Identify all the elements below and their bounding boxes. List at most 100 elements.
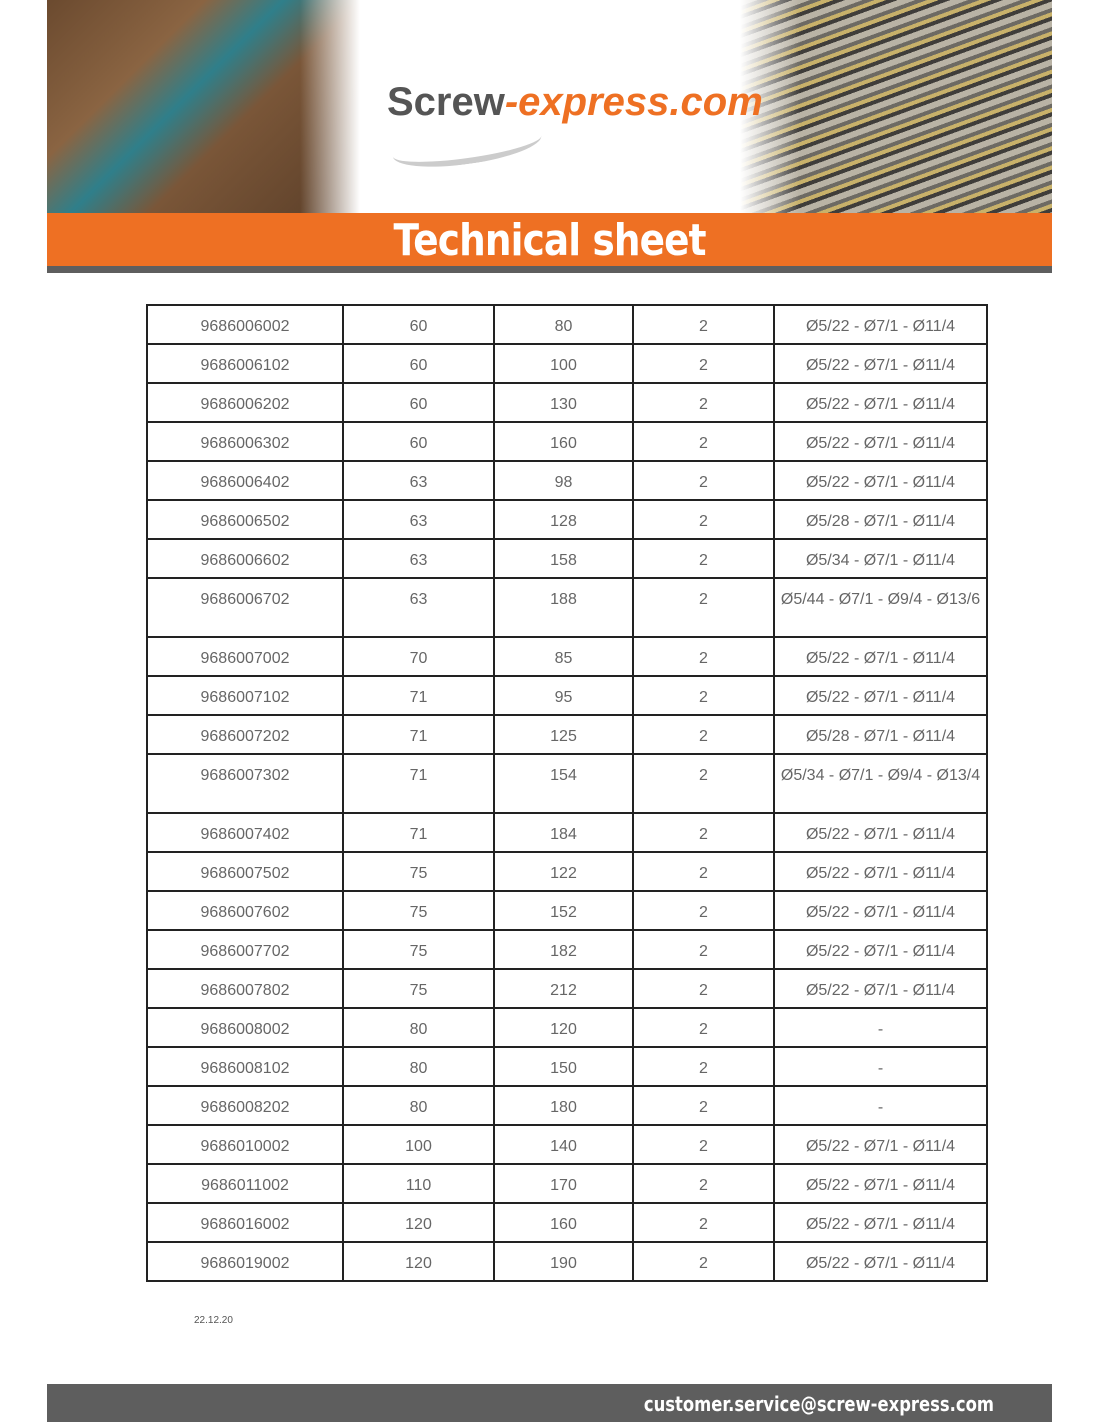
table-cell: 9686007702 (146, 929, 344, 970)
table-cell: Ø5/28 - Ø7/1 - Ø11/4 (773, 499, 988, 540)
table-cell: 2 (632, 1124, 775, 1165)
table-cell: 85 (493, 636, 634, 677)
table-cell: 120 (342, 1202, 495, 1243)
table-cell: 60 (342, 382, 495, 423)
table-cell: 9686006402 (146, 460, 344, 501)
table-cell: 2 (632, 636, 775, 677)
table-cell: 9686010002 (146, 1124, 344, 1165)
table-cell: 75 (342, 929, 495, 970)
table-cell: 9686007202 (146, 714, 344, 755)
table-row: 9686010002 100 140 2 Ø5/22 - Ø7/1 - Ø11/4 (146, 1124, 988, 1165)
table-cell: Ø5/34 - Ø7/1 - Ø11/4 (773, 538, 988, 579)
table-row: 9686006502 63 128 2 Ø5/28 - Ø7/1 - Ø11/4 (146, 499, 988, 540)
table-cell: 71 (342, 675, 495, 716)
table-cell: 80 (342, 1046, 495, 1087)
table-row: 9686007202 71 125 2 Ø5/28 - Ø7/1 - Ø11/4 (146, 714, 988, 755)
table-row: 9686007802 75 212 2 Ø5/22 - Ø7/1 - Ø11/4 (146, 968, 988, 1009)
table-cell: Ø5/22 - Ø7/1 - Ø11/4 (773, 890, 988, 931)
table-cell: 9686007602 (146, 890, 344, 931)
table-row: 9686016002 120 160 2 Ø5/22 - Ø7/1 - Ø11/4 (146, 1202, 988, 1243)
product-table: 9686006002 60 80 2 Ø5/22 - Ø7/1 - Ø11/4 96860… (146, 304, 988, 1282)
table-cell: 110 (342, 1163, 495, 1204)
table-cell: 9686011002 (146, 1163, 344, 1204)
table-row: 9686007502 75 122 2 Ø5/22 - Ø7/1 - Ø11/4 (146, 851, 988, 892)
table-cell: 63 (342, 499, 495, 540)
table-cell: 152 (493, 890, 634, 931)
table-cell: 125 (493, 714, 634, 755)
table-row: 9686007702 75 182 2 Ø5/22 - Ø7/1 - Ø11/4 (146, 929, 988, 970)
table-cell: 9686006502 (146, 499, 344, 540)
table-cell: 70 (342, 636, 495, 677)
divider (47, 266, 1052, 273)
table-cell: 2 (632, 343, 775, 384)
table-cell: 60 (342, 304, 495, 345)
table-row: 9686008102 80 150 2- (146, 1046, 988, 1087)
table-row: 9686006102 60 100 2 Ø5/22 - Ø7/1 - Ø11/4 (146, 343, 988, 384)
table-cell: 2 (632, 968, 775, 1009)
table-row: 9686006602 63 158 2 Ø5/34 - Ø7/1 - Ø11/4 (146, 538, 988, 579)
table-cell: 120 (342, 1241, 495, 1282)
table-cell: 9686007402 (146, 812, 344, 853)
table-row: 9686007602 75 152 2 Ø5/22 - Ø7/1 - Ø11/4 (146, 890, 988, 931)
table-cell: 9686008202 (146, 1085, 344, 1126)
table-row: 9686008202 80 180 2- (146, 1085, 988, 1126)
table-cell: 2 (632, 851, 775, 892)
table-cell: 184 (493, 812, 634, 853)
table-cell: 2 (632, 1241, 775, 1282)
table-cell: 180 (493, 1085, 634, 1126)
table-cell: 2 (632, 421, 775, 462)
table-cell: 63 (342, 538, 495, 579)
table-row: 9686011002 110 170 2 Ø5/22 - Ø7/1 - Ø11/4 (146, 1163, 988, 1204)
table-cell: Ø5/22 - Ø7/1 - Ø11/4 (773, 929, 988, 970)
table-cell: 2 (632, 1007, 775, 1048)
table-cell: 212 (493, 968, 634, 1009)
table-row: 9686007302 71 154 2 Ø5/34 - Ø7/1 - Ø9/4 - Ø1… (146, 753, 988, 814)
table-cell: Ø5/22 - Ø7/1 - Ø11/4 (773, 421, 988, 462)
table-cell: 158 (493, 538, 634, 579)
table-row: 9686008002 80 120 2- (146, 1007, 988, 1048)
table-cell: - (773, 1085, 988, 1126)
logo-swoosh (390, 117, 544, 175)
table-cell: 2 (632, 890, 775, 931)
table-cell: 2 (632, 812, 775, 853)
date-stamp: 22.12.20 (194, 1315, 233, 1326)
table-cell: 9686006602 (146, 538, 344, 579)
table-cell: 182 (493, 929, 634, 970)
table-cell: 71 (342, 812, 495, 853)
table-cell: 75 (342, 851, 495, 892)
table-cell: 2 (632, 1085, 775, 1126)
table-cell: Ø5/22 - Ø7/1 - Ø11/4 (773, 1202, 988, 1243)
table-cell: 140 (493, 1124, 634, 1165)
table-row: 9686006702 63 188 2 Ø5/44 - Ø7/1 - Ø9/4 - Ø1… (146, 577, 988, 638)
contact-email[interactable]: customer.service@screw-express.com (643, 1392, 994, 1416)
table-cell: 2 (632, 714, 775, 755)
table-cell: Ø5/28 - Ø7/1 - Ø11/4 (773, 714, 988, 755)
table-cell: 9686007302 (146, 753, 344, 814)
table-cell: 9686016002 (146, 1202, 344, 1243)
table-cell: 122 (493, 851, 634, 892)
table-cell: 2 (632, 1046, 775, 1087)
header-banner: Screw-express.com (47, 0, 1052, 213)
table-cell: 154 (493, 753, 634, 814)
table-cell: Ø5/22 - Ø7/1 - Ø11/4 (773, 1241, 988, 1282)
table-cell: 100 (493, 343, 634, 384)
table-cell: 188 (493, 577, 634, 638)
table-cell: 160 (493, 1202, 634, 1243)
table-cell: 2 (632, 675, 775, 716)
table-cell: - (773, 1007, 988, 1048)
table-cell: 2 (632, 499, 775, 540)
table-cell: 9686019002 (146, 1241, 344, 1282)
table-row: 9686006302 60 160 2 Ø5/22 - Ø7/1 - Ø11/4 (146, 421, 988, 462)
table-cell: 9686007802 (146, 968, 344, 1009)
table-cell: Ø5/22 - Ø7/1 - Ø11/4 (773, 968, 988, 1009)
table-cell: 2 (632, 460, 775, 501)
table-cell: Ø5/22 - Ø7/1 - Ø11/4 (773, 1163, 988, 1204)
table-cell: 80 (342, 1085, 495, 1126)
table-cell: Ø5/22 - Ø7/1 - Ø11/4 (773, 851, 988, 892)
table-cell: 9686008102 (146, 1046, 344, 1087)
table-cell: 2 (632, 304, 775, 345)
footer-bar: customer.service@screw-express.com (47, 1384, 1052, 1422)
table-row: 9686006002 60 80 2 Ø5/22 - Ø7/1 - Ø11/4 (146, 304, 988, 345)
table-cell: 9686008002 (146, 1007, 344, 1048)
